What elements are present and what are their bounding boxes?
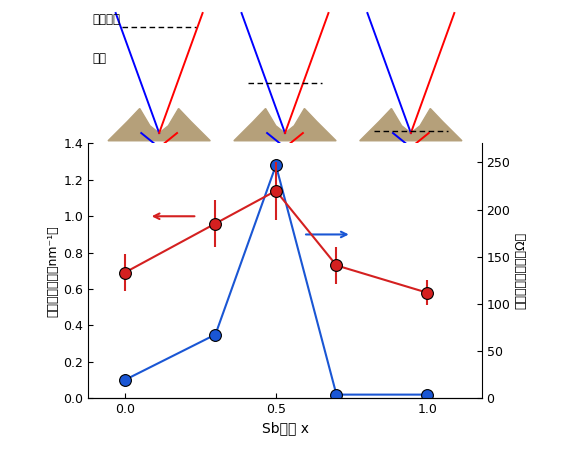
Polygon shape <box>108 108 210 141</box>
Polygon shape <box>360 108 462 141</box>
Y-axis label: 異常ホール抵抗（Ω）: 異常ホール抵抗（Ω） <box>515 232 528 310</box>
Text: 準位: 準位 <box>92 52 106 65</box>
X-axis label: Sb濃度 x: Sb濃度 x <box>262 422 308 436</box>
Y-axis label: 磁化反転効率（nm⁻¹）: 磁化反転効率（nm⁻¹） <box>46 225 59 317</box>
Polygon shape <box>234 108 336 141</box>
Text: フェルミ: フェルミ <box>92 13 120 26</box>
